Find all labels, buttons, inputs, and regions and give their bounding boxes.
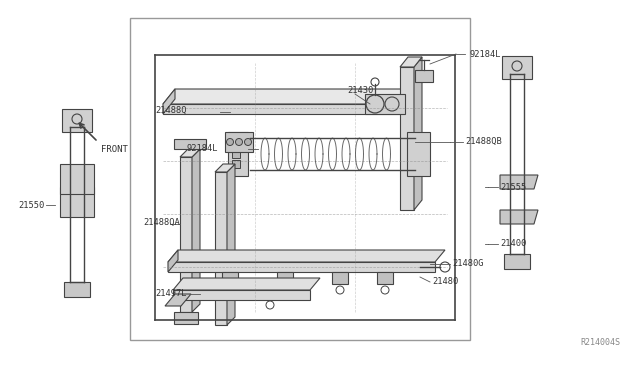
Polygon shape [168, 262, 435, 272]
Polygon shape [407, 132, 430, 176]
Polygon shape [163, 89, 175, 114]
Polygon shape [174, 312, 198, 324]
Polygon shape [414, 57, 422, 210]
Polygon shape [168, 250, 445, 262]
Polygon shape [225, 132, 253, 152]
Polygon shape [365, 94, 405, 114]
Text: 21550: 21550 [18, 201, 44, 209]
Polygon shape [173, 278, 320, 290]
Text: 21480: 21480 [432, 278, 458, 286]
Text: 21400: 21400 [500, 240, 526, 248]
Polygon shape [377, 272, 393, 284]
Polygon shape [500, 210, 538, 224]
Bar [232, 140, 240, 148]
Polygon shape [60, 187, 94, 217]
Text: 21488Q: 21488Q [155, 106, 186, 115]
Polygon shape [62, 109, 92, 132]
Polygon shape [502, 56, 532, 79]
Polygon shape [500, 175, 538, 189]
Polygon shape [180, 157, 192, 312]
Polygon shape [168, 250, 178, 272]
Text: 21497L: 21497L [155, 289, 186, 298]
Bar [232, 150, 240, 158]
Polygon shape [332, 272, 348, 284]
Circle shape [244, 138, 252, 145]
Polygon shape [165, 294, 191, 306]
Text: 92184L: 92184L [470, 49, 502, 58]
Polygon shape [60, 164, 94, 194]
Text: 21488QB: 21488QB [465, 137, 502, 145]
Circle shape [236, 138, 243, 145]
Polygon shape [163, 89, 417, 104]
Bar [232, 160, 240, 168]
Text: 92184L: 92184L [186, 144, 218, 153]
Polygon shape [215, 164, 235, 172]
Polygon shape [227, 164, 235, 325]
Text: 21488QA: 21488QA [143, 218, 180, 227]
Polygon shape [277, 272, 293, 284]
Polygon shape [192, 149, 200, 312]
Polygon shape [215, 172, 227, 325]
Polygon shape [504, 254, 530, 269]
Polygon shape [174, 139, 206, 149]
Polygon shape [400, 57, 422, 67]
Circle shape [227, 138, 234, 145]
Text: 21480G: 21480G [452, 260, 483, 269]
Text: 21555: 21555 [500, 183, 526, 192]
Polygon shape [400, 67, 414, 210]
Polygon shape [180, 149, 200, 157]
Polygon shape [173, 290, 310, 300]
Text: R214004S: R214004S [580, 338, 620, 347]
Text: FRONT: FRONT [101, 145, 128, 154]
Bar [130, 18, 470, 340]
Text: 21430: 21430 [347, 86, 373, 94]
Polygon shape [228, 132, 248, 176]
Polygon shape [222, 272, 238, 284]
Polygon shape [64, 282, 90, 297]
Polygon shape [163, 104, 405, 114]
Polygon shape [415, 70, 433, 82]
